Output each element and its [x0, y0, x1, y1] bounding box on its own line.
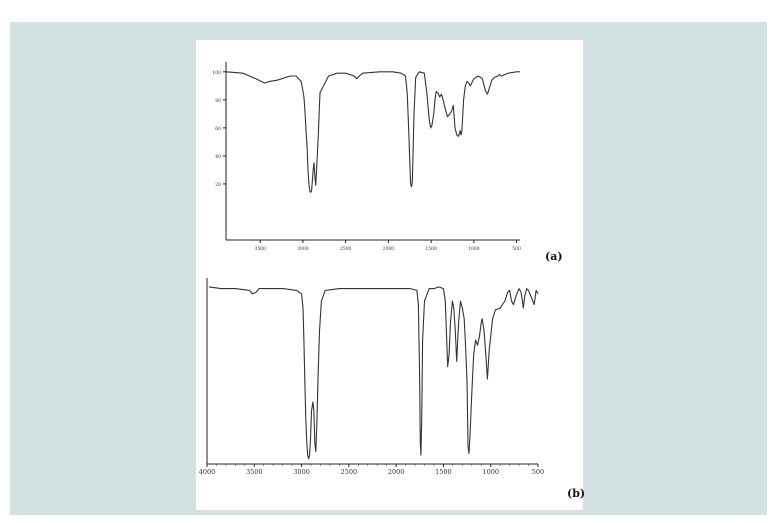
x-tick-label: 1000: [468, 246, 480, 252]
x-tick-label: 3000: [293, 468, 310, 476]
x-tick-label: 2500: [341, 468, 358, 476]
spectrum-line: [225, 71, 520, 193]
x-tick-label: 3000: [297, 246, 309, 252]
x-tick-label: 2000: [383, 246, 395, 252]
panel-label-a: (a): [545, 250, 563, 263]
figure-paper: [196, 40, 583, 510]
spectrum-panel-a: 3500 3000 2500 2000 1500 1000 500 20 40 60 80 100: [212, 62, 521, 252]
x-tick-label: 500: [512, 246, 521, 252]
y-tick-label: 100: [212, 70, 221, 76]
panel-label-b: (b): [567, 487, 586, 500]
spectrum-panel-b: 4000 3500 3000 2500 2000 1500 1000 500: [199, 278, 544, 476]
y-tick-label: 40: [215, 154, 221, 160]
x-tick-label: 2500: [340, 246, 352, 252]
x-tick-label: 1500: [435, 468, 452, 476]
y-tick-label: 80: [215, 98, 221, 104]
x-tick-label: 4000: [199, 468, 216, 476]
x-tick-label: 1000: [482, 468, 499, 476]
x-tick-label: 3500: [246, 468, 263, 476]
y-tick-label: 60: [215, 126, 221, 132]
spectrum-line: [208, 286, 539, 460]
x-tick-label: 500: [532, 468, 544, 476]
x-tick-label: 1500: [425, 246, 437, 252]
x-tick-label: 3500: [254, 246, 266, 252]
y-tick-label: 20: [215, 182, 221, 188]
x-tick-label: 2000: [388, 468, 405, 476]
